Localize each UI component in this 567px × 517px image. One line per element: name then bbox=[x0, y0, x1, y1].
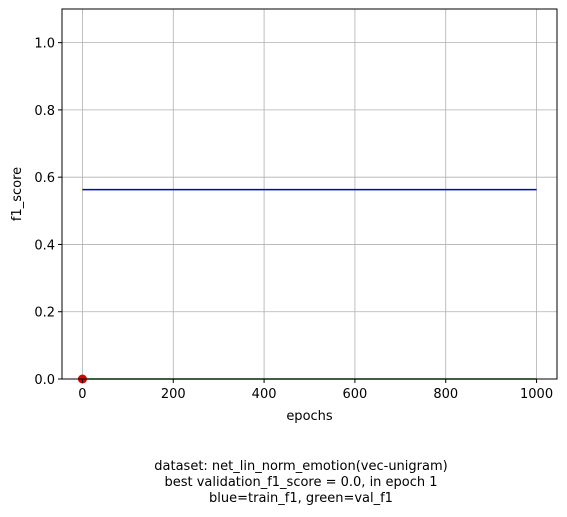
x-tick-label: 1000 bbox=[520, 387, 553, 402]
x-axis: 0 200 400 600 800 1000 bbox=[78, 379, 553, 402]
gridlines bbox=[62, 9, 557, 380]
y-tick-label: 0.6 bbox=[34, 171, 55, 186]
series-layer bbox=[77, 188, 537, 384]
y-tick-label: 0.8 bbox=[34, 104, 55, 119]
x-tick-label: 200 bbox=[161, 387, 186, 402]
x-tick-label: 0 bbox=[78, 387, 86, 402]
x-tick-label: 800 bbox=[433, 387, 458, 402]
caption-best-score: best validation_f1_score = 0.0, in epoch… bbox=[164, 475, 438, 490]
y-tick-label: 0.4 bbox=[34, 238, 55, 253]
y-tick-label: 0.0 bbox=[34, 373, 55, 388]
caption-dataset: dataset: net_lin_norm_emotion(vec-unigra… bbox=[154, 459, 448, 474]
y-tick-label: 1.0 bbox=[34, 37, 55, 52]
y-tick-label: 0.2 bbox=[34, 306, 55, 321]
x-axis-label: epochs bbox=[286, 409, 333, 424]
caption-legend: blue=train_f1, green=val_f1 bbox=[209, 491, 393, 506]
x-tick-label: 600 bbox=[342, 387, 367, 402]
x-tick-label: 400 bbox=[252, 387, 277, 402]
plot-frame bbox=[61, 8, 558, 380]
y-axis-label: f1_score bbox=[10, 167, 25, 221]
y-axis: 0.0 0.2 0.4 0.6 0.8 1.0 bbox=[34, 37, 62, 388]
